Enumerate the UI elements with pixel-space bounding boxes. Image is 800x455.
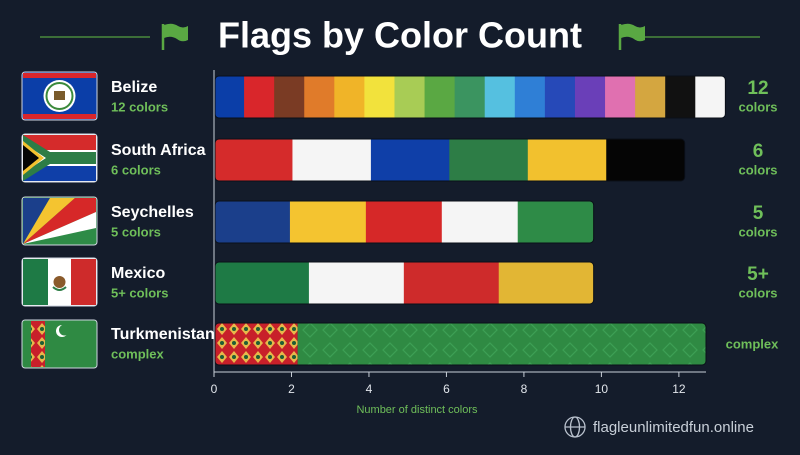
bar-segments <box>215 201 594 243</box>
category-subtitle: complex <box>111 346 165 361</box>
bar-segment <box>517 201 594 243</box>
bar-segments <box>215 139 685 181</box>
side-label-unit: colors <box>738 99 777 114</box>
category-subtitle: 12 colors <box>111 99 168 114</box>
bar-segment <box>441 201 519 243</box>
bar-segment <box>498 262 594 304</box>
x-tick-label: 6 <box>443 382 450 396</box>
bar-segment <box>665 76 696 118</box>
x-tick-label: 8 <box>521 382 528 396</box>
category-label: Seychelles <box>111 204 194 221</box>
bar-segment <box>289 201 367 243</box>
flag-belize <box>21 71 98 121</box>
x-tick-label: 2 <box>288 382 295 396</box>
bar-segment <box>274 76 305 118</box>
bar-segment <box>635 76 666 118</box>
bar-segment <box>215 76 245 118</box>
x-tick-label: 4 <box>366 382 373 396</box>
flag-south-africa <box>21 133 98 183</box>
bar <box>214 322 707 366</box>
bar-segment <box>544 76 576 118</box>
side-label-unit: colors <box>738 162 777 177</box>
bar-segment <box>304 76 335 118</box>
flag-seychelles <box>21 196 98 246</box>
category-subtitle: 5 colors <box>111 224 161 239</box>
title-flag-icon <box>618 23 645 50</box>
bar-segment <box>215 201 291 243</box>
category-label: South Africa <box>111 142 206 159</box>
bar <box>214 138 686 182</box>
bar-segment <box>695 76 726 118</box>
side-label-count: 5 <box>753 203 764 224</box>
bar <box>214 75 726 119</box>
bar-segment <box>424 76 456 118</box>
side-label-count: 6 <box>753 141 764 162</box>
side-label-count: 12 <box>747 78 768 99</box>
bar-segments <box>215 323 706 365</box>
bar-segment <box>403 262 500 304</box>
x-tick-label: 10 <box>595 382 609 396</box>
bar-segment <box>297 323 706 365</box>
bar-segment <box>365 201 443 243</box>
flag-mexico <box>21 257 98 307</box>
category-subtitle: 5+ colors <box>111 285 168 300</box>
x-tick-label: 12 <box>672 382 686 396</box>
x-tick-label: 0 <box>211 382 218 396</box>
bar-segment <box>449 139 529 181</box>
bar-segment <box>574 76 606 118</box>
bar-segment <box>364 76 395 118</box>
bar-segment <box>370 139 450 181</box>
bar-segment <box>454 76 486 118</box>
bar-segment <box>484 76 516 118</box>
category-subtitle: 6 colors <box>111 162 161 177</box>
bar-segment <box>334 76 365 118</box>
chart-title: Flags by Color Count <box>218 15 582 56</box>
bar-segment <box>215 139 293 181</box>
category-label: Mexico <box>111 265 165 282</box>
bar-segment <box>215 323 298 365</box>
side-label: complex <box>726 336 780 351</box>
bar-segment <box>394 76 426 118</box>
bar-segment <box>606 139 685 181</box>
bar-segment <box>215 262 310 304</box>
bar-segment <box>605 76 636 118</box>
side-label-count: 5+ <box>747 264 769 285</box>
footer-url: flagleunlimitedfun.online <box>593 419 754 436</box>
bar-segment <box>292 139 372 181</box>
flag-turkmenistan <box>21 319 98 369</box>
category-label: Belize <box>111 79 157 96</box>
x-axis-label: Number of distinct colors <box>356 404 478 416</box>
bar-segment <box>244 76 275 118</box>
side-label-unit: colors <box>738 285 777 300</box>
bar-segments <box>215 76 726 118</box>
side-label-unit: colors <box>738 224 777 239</box>
bar-segments <box>215 262 594 304</box>
globe-icon <box>564 416 586 438</box>
title-flag-icon <box>161 23 188 50</box>
bar <box>214 200 595 244</box>
bar-segment <box>527 139 607 181</box>
bar <box>214 261 595 305</box>
bar-segment <box>514 76 546 118</box>
category-label: Turkmenistan <box>111 326 215 343</box>
bar-segment <box>308 262 405 304</box>
